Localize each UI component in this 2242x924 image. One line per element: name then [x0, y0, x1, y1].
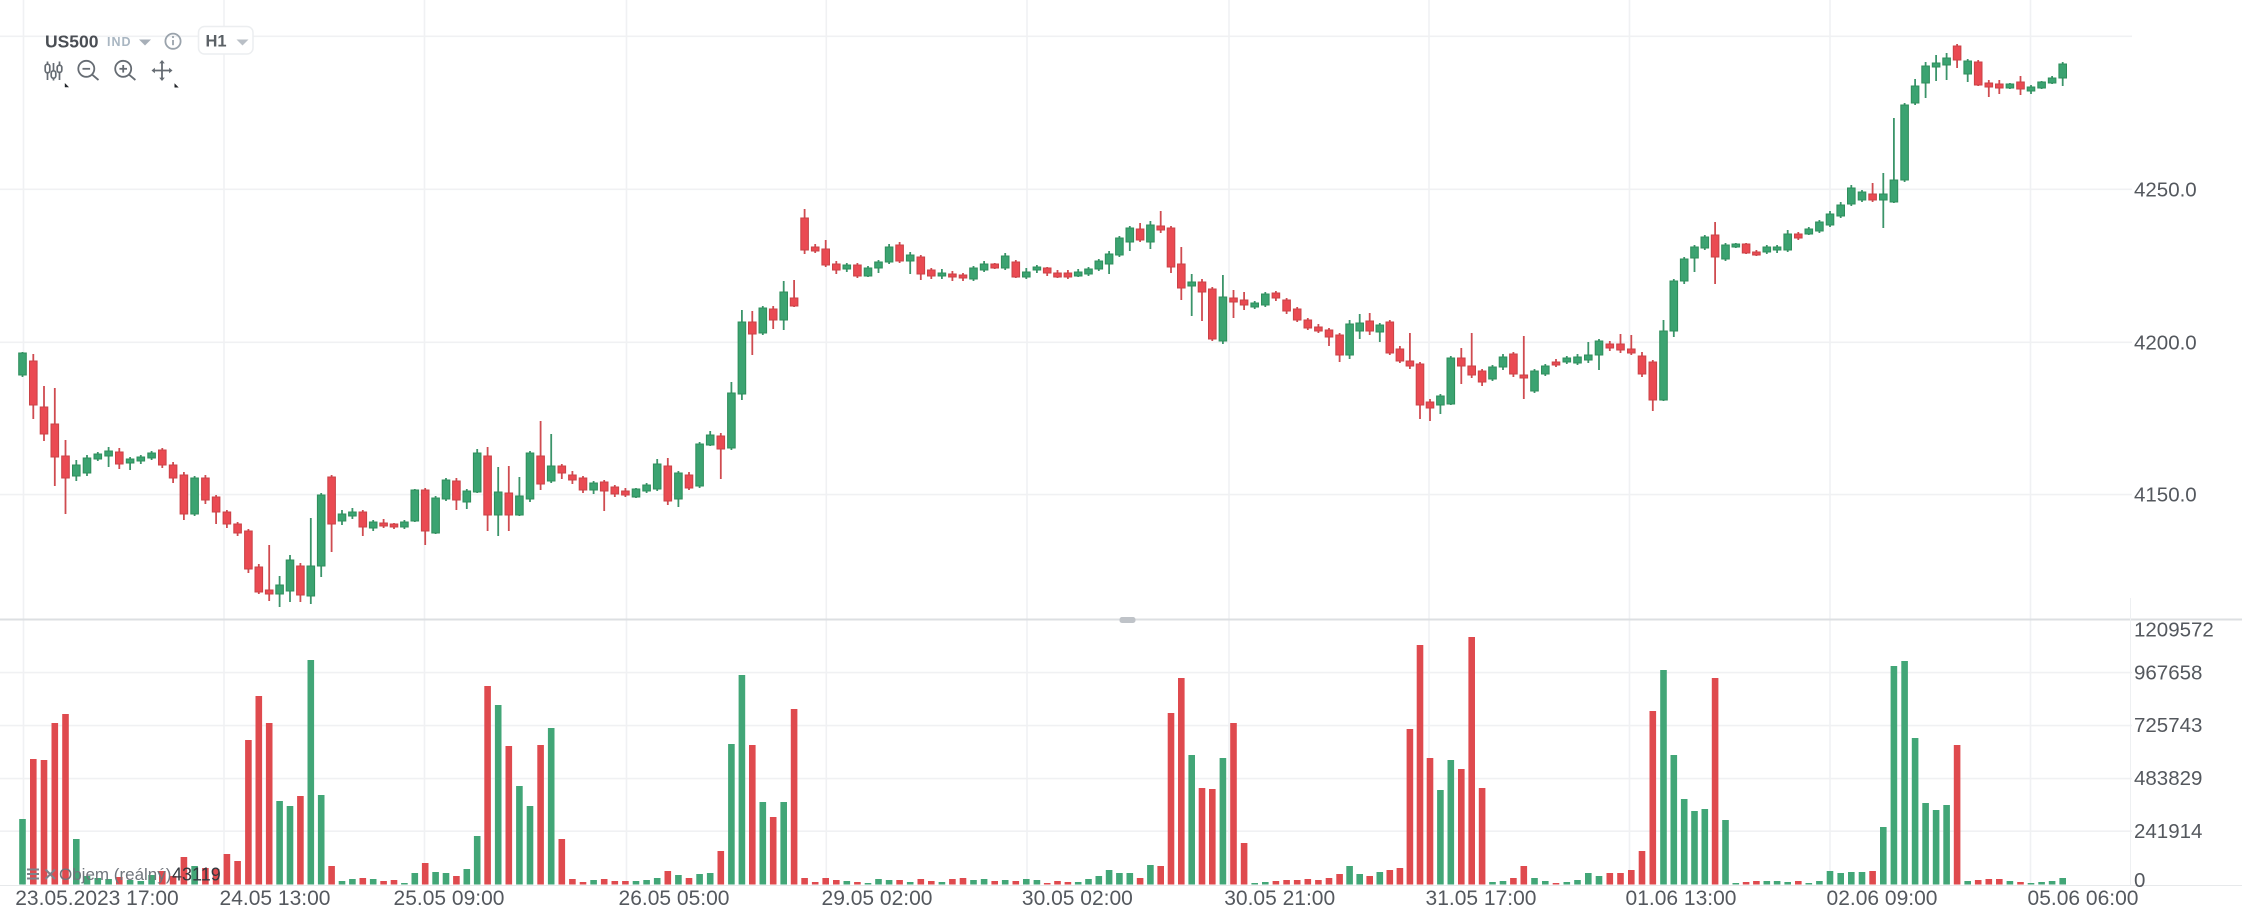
- svg-text:4250.0: 4250.0: [2134, 178, 2197, 201]
- svg-text:483829: 483829: [2134, 767, 2202, 790]
- svg-text:US500: US500: [45, 32, 99, 52]
- svg-text:30.05 02:00: 30.05 02:00: [1022, 887, 1133, 910]
- svg-text:4200.0: 4200.0: [2134, 331, 2197, 354]
- svg-text:IND: IND: [107, 35, 132, 49]
- svg-text:H1: H1: [206, 33, 227, 51]
- svg-text:29.05 02:00: 29.05 02:00: [822, 887, 933, 910]
- svg-text:1209572: 1209572: [2134, 619, 2214, 642]
- svg-text:241914: 241914: [2134, 820, 2202, 843]
- svg-text:02.06 09:00: 02.06 09:00: [1827, 887, 1938, 910]
- svg-text:26.05 05:00: 26.05 05:00: [619, 887, 730, 910]
- svg-text:25.05 09:00: 25.05 09:00: [394, 887, 505, 910]
- svg-text:4150.0: 4150.0: [2134, 484, 2197, 507]
- svg-text:23.05.2023 17:00: 23.05.2023 17:00: [15, 887, 179, 910]
- svg-text:43119: 43119: [172, 865, 221, 885]
- svg-text:24.05 13:00: 24.05 13:00: [220, 887, 331, 910]
- svg-text:967658: 967658: [2134, 661, 2202, 684]
- svg-text:0: 0: [2134, 869, 2145, 892]
- svg-text:01.06 13:00: 01.06 13:00: [1626, 887, 1737, 910]
- svg-text:725743: 725743: [2134, 714, 2202, 737]
- svg-text:30.05 21:00: 30.05 21:00: [1224, 887, 1335, 910]
- svg-text:31.05 17:00: 31.05 17:00: [1426, 887, 1537, 910]
- svg-text:Objem (reálný): Objem (reálný): [59, 865, 171, 884]
- svg-text:05.06 06:00: 05.06 06:00: [2028, 887, 2139, 910]
